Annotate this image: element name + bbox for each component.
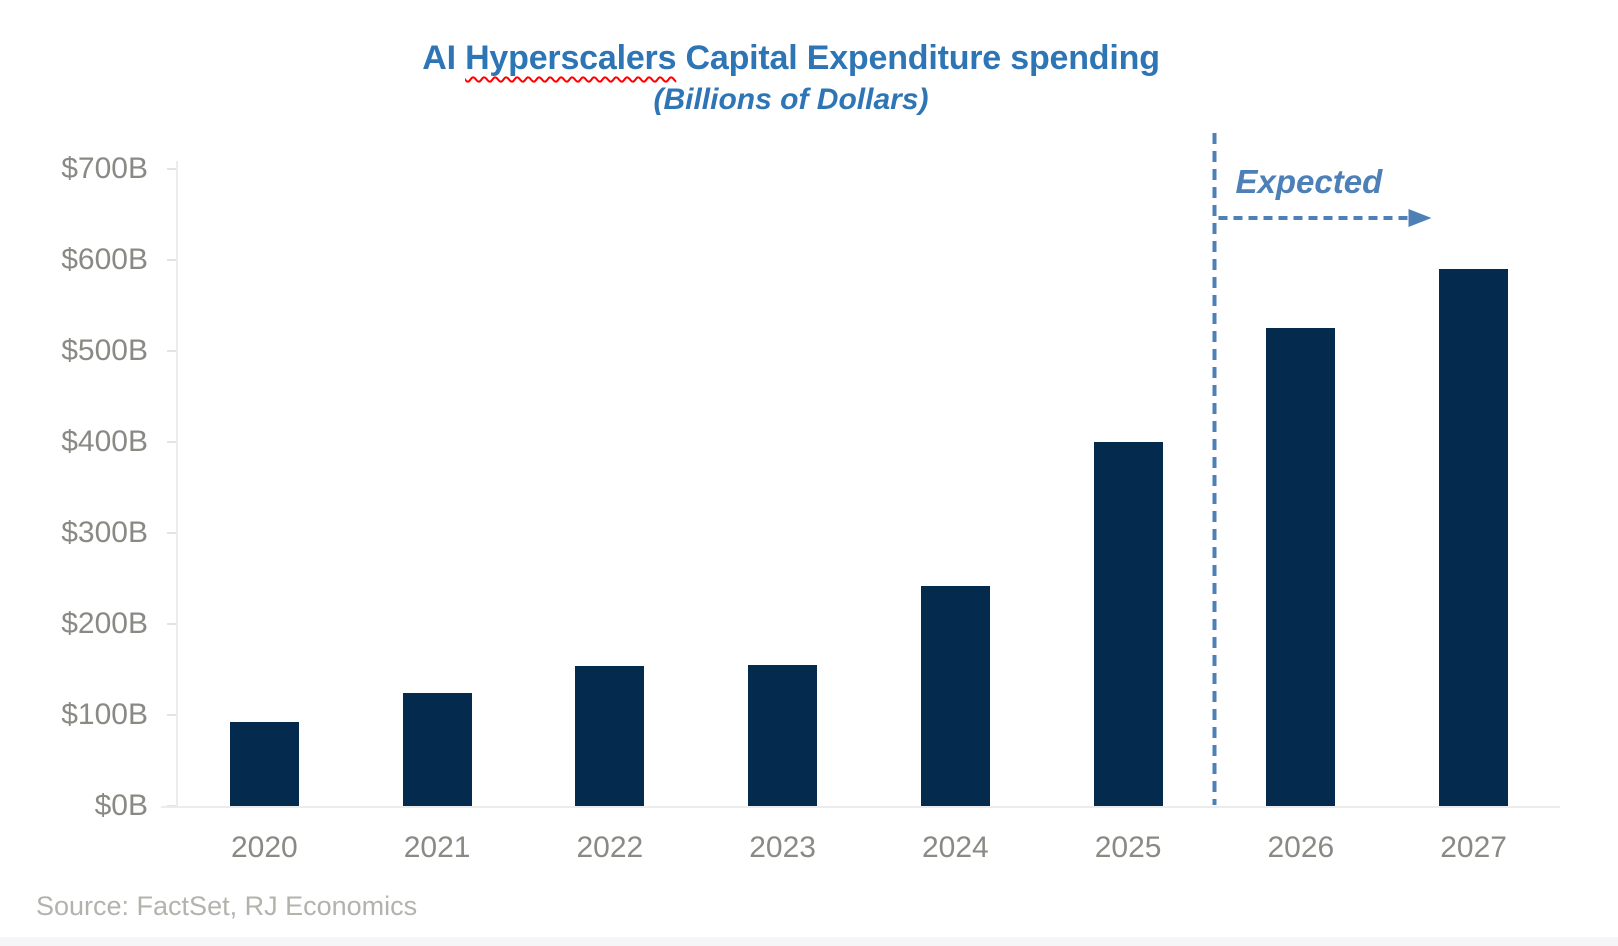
bar-2025 xyxy=(1093,442,1163,806)
bar-2022 xyxy=(575,665,645,806)
y-axis-tick-label: $200B xyxy=(61,607,148,640)
x-axis-tick-label: 2020 xyxy=(231,831,298,864)
chart-subtitle: (Billions of Dollars) xyxy=(653,83,929,116)
y-axis-tick-mark xyxy=(167,168,176,170)
bar-2027 xyxy=(1439,269,1509,806)
y-axis-tick-mark xyxy=(167,532,176,534)
plot-area xyxy=(178,169,1560,806)
chart-title-prefix: AI xyxy=(422,39,466,77)
chart-title-suffix: Capital Expenditure spending xyxy=(676,39,1160,77)
x-axis-tick-label: 2024 xyxy=(922,831,989,864)
y-axis-tick-label: $600B xyxy=(61,243,148,276)
chart-title: AI Hyperscalers Capital Expenditure spen… xyxy=(0,38,1582,78)
x-axis-tick-label: 2022 xyxy=(576,831,644,864)
y-axis-tick-mark xyxy=(167,714,176,716)
y-axis-tick-mark xyxy=(167,441,176,443)
bottom-edge-strip xyxy=(0,937,1618,946)
x-axis-labels: 2020 2021 2022 2023 2024 2025 2026 2027 xyxy=(178,830,1560,866)
y-axis-tick-label: $700B xyxy=(61,152,148,185)
y-axis-tick-label: $400B xyxy=(61,425,148,458)
y-axis-tick-label: $100B xyxy=(61,698,148,731)
x-axis-tick-label: 2025 xyxy=(1094,831,1162,864)
source-note: Source: FactSet, RJ Economics xyxy=(36,891,418,921)
y-axis-tick-mark xyxy=(167,259,176,261)
x-axis-tick-label: 2021 xyxy=(403,831,471,864)
bar-2020 xyxy=(229,722,299,806)
y-axis-tick-mark xyxy=(167,623,176,625)
y-axis-tick-label: $300B xyxy=(61,516,148,549)
y-axis-tick-label: $500B xyxy=(61,334,148,367)
bar-2021 xyxy=(402,693,472,806)
x-axis-tick-label: 2027 xyxy=(1440,831,1507,864)
y-axis-line xyxy=(176,161,178,806)
x-axis-tick-label: 2026 xyxy=(1267,831,1335,864)
x-axis-tick-label: 2023 xyxy=(749,831,816,864)
bar-2026 xyxy=(1266,328,1336,806)
y-axis-tick-mark xyxy=(167,350,176,352)
chart-title-misspelled-word: Hyperscalers xyxy=(465,39,677,77)
x-axis-line xyxy=(161,806,1560,808)
expected-label: Expected xyxy=(1235,163,1383,200)
bar-2023 xyxy=(748,664,818,806)
y-axis-tick-label: $0B xyxy=(94,789,148,822)
bar-2024 xyxy=(920,585,990,806)
